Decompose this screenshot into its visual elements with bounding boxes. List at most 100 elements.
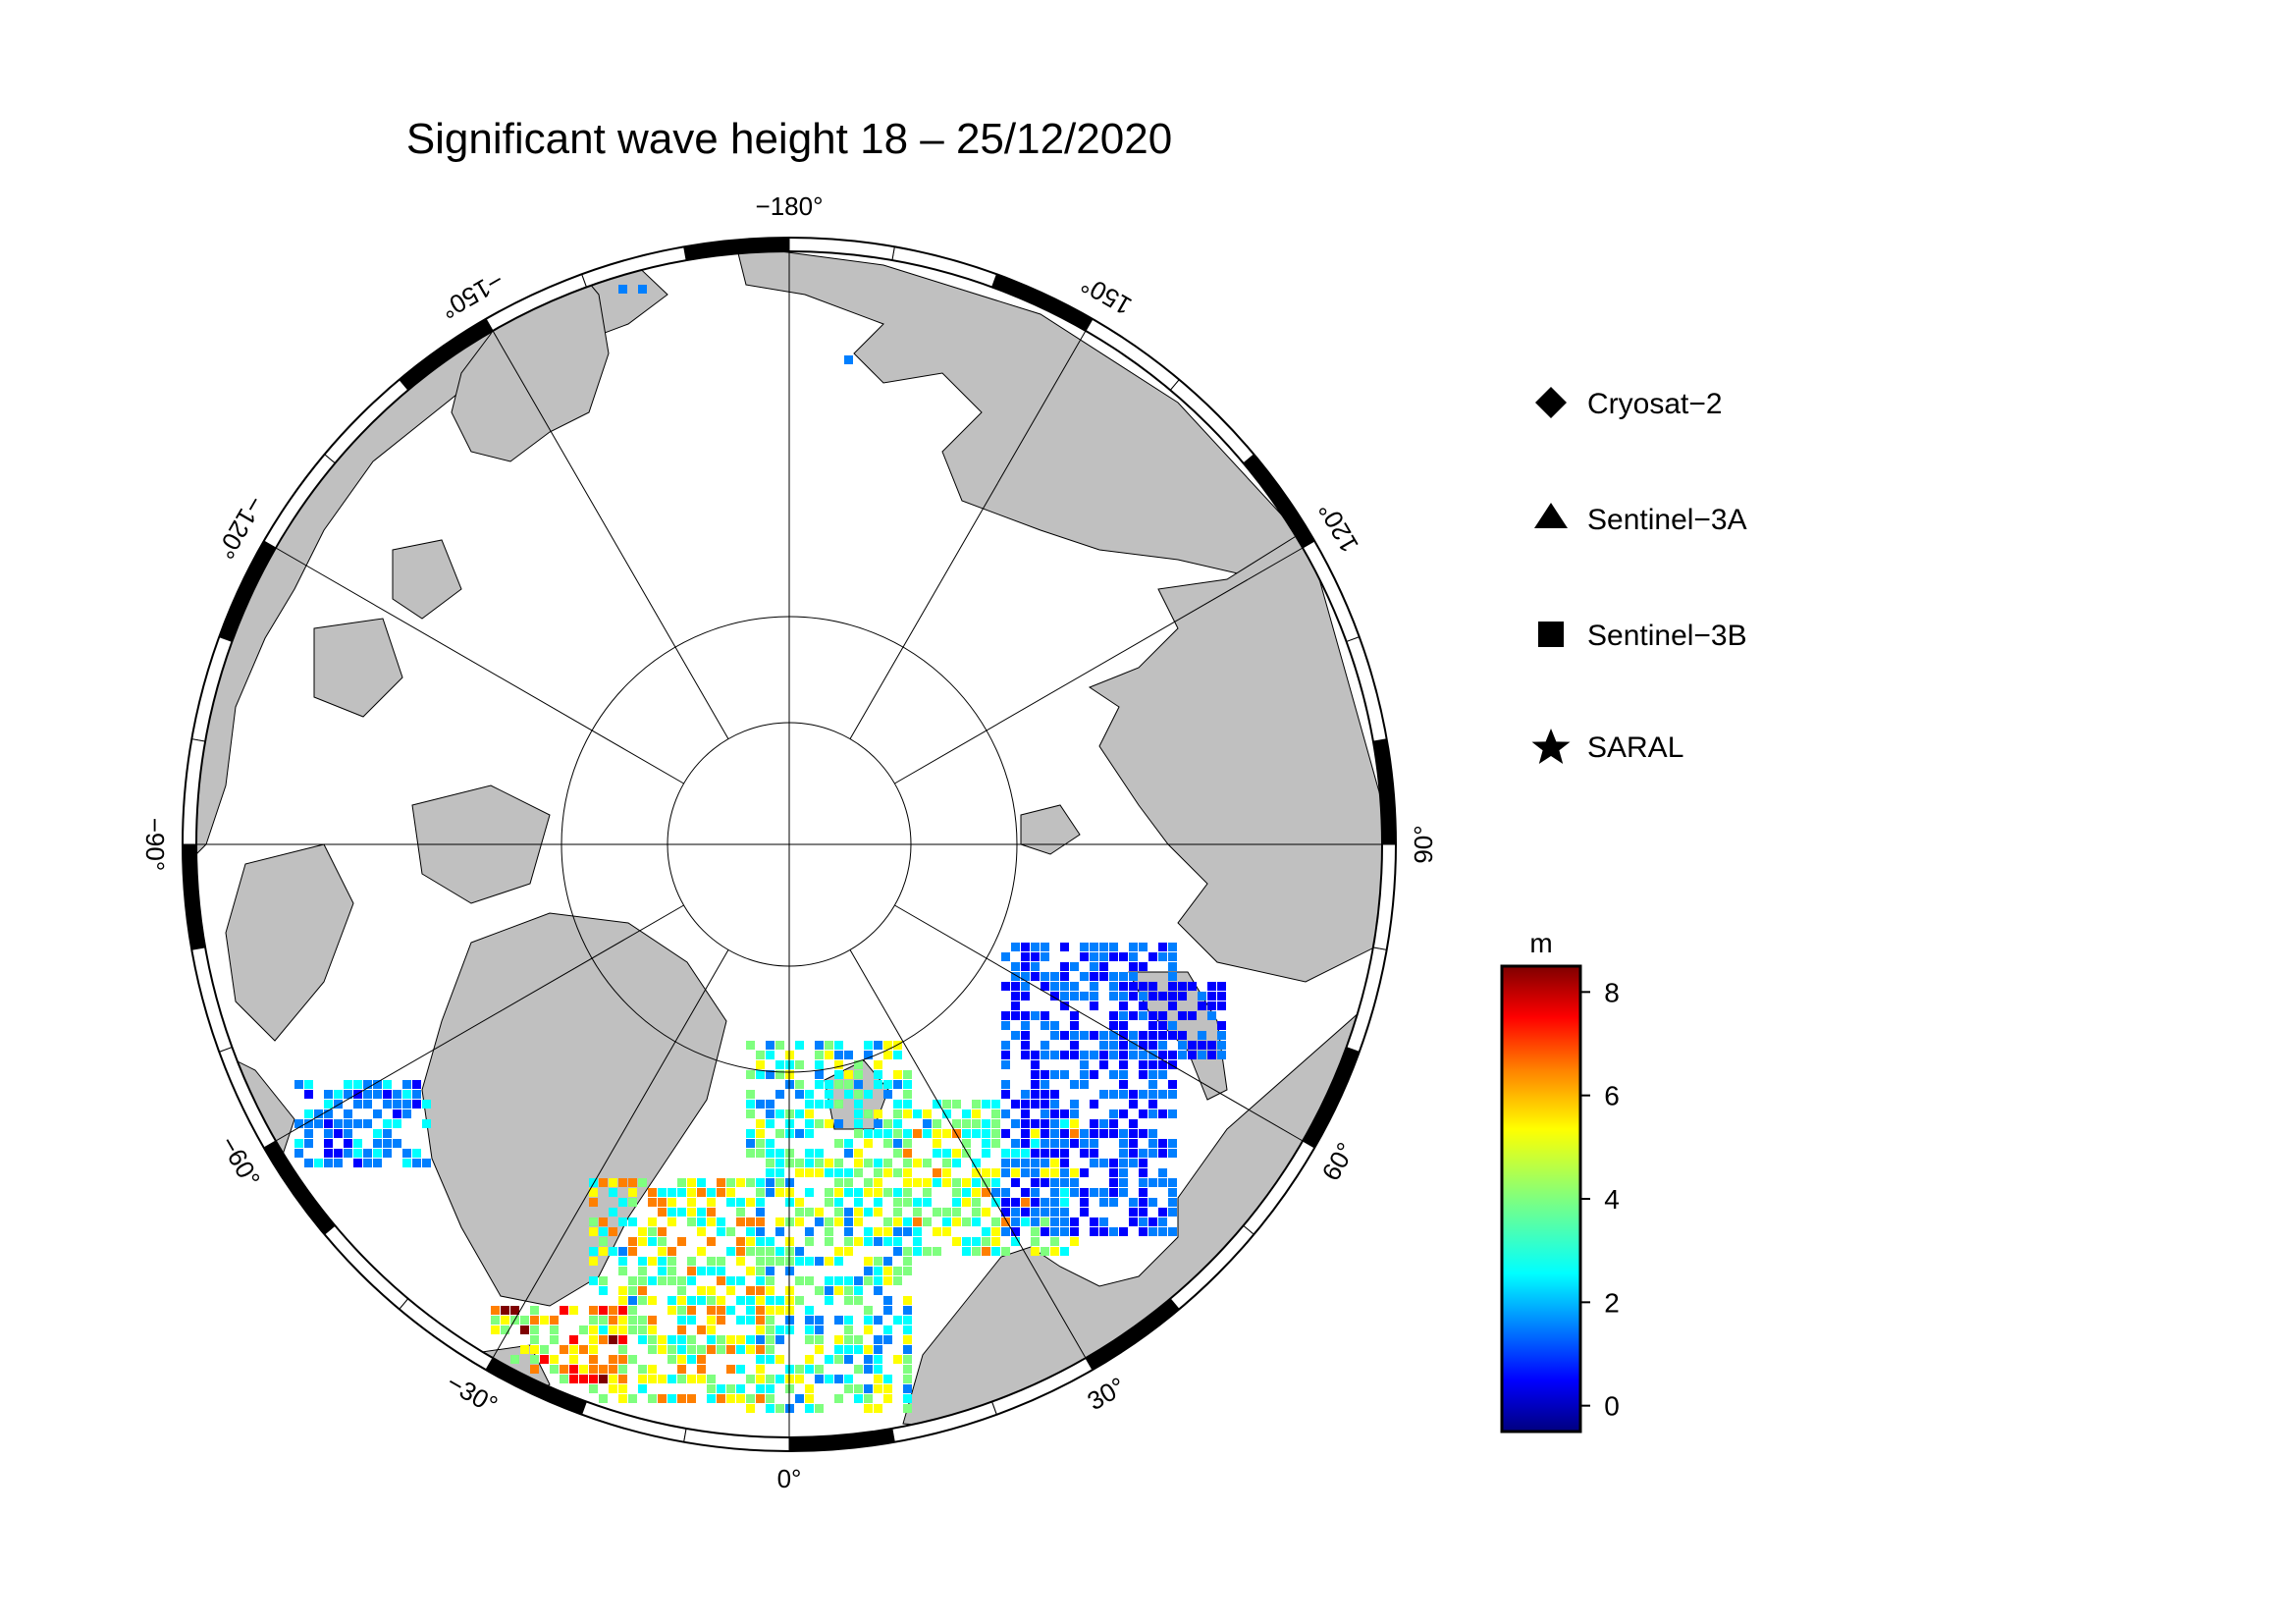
wave-observation bbox=[1188, 1011, 1197, 1020]
wave-observation bbox=[344, 1119, 352, 1128]
wave-observation bbox=[363, 1080, 372, 1089]
wave-observation bbox=[1139, 1188, 1148, 1197]
wave-observation bbox=[1011, 1168, 1020, 1177]
wave-observation bbox=[363, 1159, 372, 1167]
wave-observation bbox=[726, 1306, 735, 1315]
wave-observation bbox=[569, 1365, 578, 1374]
wave-observation bbox=[766, 1345, 774, 1354]
wave-observation bbox=[972, 1247, 981, 1256]
wave-observation bbox=[962, 1188, 971, 1197]
wave-observation bbox=[825, 1100, 833, 1109]
wave-observation bbox=[1139, 1168, 1148, 1177]
wave-observation bbox=[775, 1306, 784, 1315]
wave-observation bbox=[599, 1394, 608, 1403]
legend-label: SARAL bbox=[1587, 731, 1683, 764]
wave-observation bbox=[834, 1070, 843, 1079]
wave-observation bbox=[913, 1159, 922, 1167]
wave-observation bbox=[1050, 1090, 1059, 1099]
wave-observation bbox=[1099, 943, 1108, 951]
wave-observation bbox=[736, 1237, 745, 1246]
wave-observation bbox=[805, 1276, 814, 1285]
wave-observation bbox=[667, 1335, 676, 1344]
colorbar-tick-label: 0 bbox=[1604, 1391, 1620, 1422]
wave-observation bbox=[982, 1139, 990, 1148]
wave-observation bbox=[815, 1217, 824, 1226]
wave-observation bbox=[628, 1325, 637, 1334]
wave-observation bbox=[1168, 962, 1177, 971]
wave-observation bbox=[854, 1129, 863, 1138]
wave-observation bbox=[1031, 1090, 1040, 1099]
wave-observation bbox=[1001, 1159, 1010, 1167]
wave-observation bbox=[864, 1257, 873, 1266]
wave-observation bbox=[609, 1335, 617, 1344]
wave-observation bbox=[795, 1080, 804, 1089]
wave-observation bbox=[589, 1178, 598, 1187]
wave-observation bbox=[726, 1365, 735, 1374]
wave-observation bbox=[874, 1070, 882, 1079]
wave-observation bbox=[825, 1276, 833, 1285]
wave-observation bbox=[314, 1109, 323, 1118]
wave-observation bbox=[1011, 1119, 1020, 1128]
wave-observation bbox=[667, 1217, 676, 1226]
wave-observation bbox=[1001, 952, 1010, 961]
wave-observation bbox=[766, 1178, 774, 1187]
wave-observation bbox=[707, 1394, 716, 1403]
wave-observation bbox=[717, 1384, 725, 1393]
wave-observation bbox=[667, 1306, 676, 1315]
wave-observation bbox=[903, 1257, 912, 1266]
wave-observation bbox=[530, 1345, 539, 1354]
wave-observation bbox=[1168, 1227, 1177, 1236]
wave-observation bbox=[815, 1257, 824, 1266]
wave-observation bbox=[638, 1384, 647, 1393]
wave-observation bbox=[962, 1247, 971, 1256]
wave-observation bbox=[540, 1316, 549, 1325]
wave-observation bbox=[991, 1188, 1000, 1197]
wave-observation bbox=[746, 1070, 755, 1079]
wave-observation bbox=[805, 1316, 814, 1325]
wave-observation bbox=[697, 1178, 706, 1187]
wave-observation bbox=[913, 1227, 922, 1236]
wave-observation bbox=[1139, 962, 1148, 971]
wave-observation bbox=[746, 1345, 755, 1354]
wave-observation bbox=[1011, 962, 1020, 971]
wave-observation bbox=[618, 1306, 627, 1315]
wave-observation bbox=[854, 1119, 863, 1128]
wave-observation bbox=[775, 1296, 784, 1305]
wave-observation bbox=[923, 1159, 932, 1167]
wave-observation bbox=[530, 1325, 539, 1334]
wave-observation bbox=[648, 1296, 657, 1305]
wave-observation bbox=[883, 1325, 892, 1334]
wave-observation bbox=[1148, 1178, 1157, 1187]
wave-observation bbox=[805, 1188, 814, 1197]
wave-observation bbox=[373, 1109, 382, 1118]
wave-observation bbox=[766, 1188, 774, 1197]
wave-observation bbox=[609, 1306, 617, 1315]
wave-observation bbox=[658, 1198, 667, 1207]
wave-observation bbox=[825, 1159, 833, 1167]
wave-observation bbox=[697, 1325, 706, 1334]
wave-observation bbox=[874, 1178, 882, 1187]
wave-observation bbox=[854, 1060, 863, 1069]
wave-observation bbox=[864, 1404, 873, 1413]
wave-observation bbox=[1050, 1198, 1059, 1207]
wave-observation bbox=[618, 1247, 627, 1256]
wave-observation bbox=[834, 1355, 843, 1364]
wave-observation bbox=[874, 1060, 882, 1069]
wave-observation bbox=[766, 1316, 774, 1325]
wave-observation bbox=[1070, 982, 1079, 991]
diamond-icon bbox=[1535, 387, 1567, 418]
wave-observation bbox=[864, 1237, 873, 1246]
wave-observation bbox=[1198, 1051, 1206, 1059]
wave-observation bbox=[903, 1267, 912, 1275]
wave-observation bbox=[825, 1375, 833, 1383]
legend-label: Cryosat−2 bbox=[1587, 388, 1723, 420]
wave-observation bbox=[628, 1296, 637, 1305]
wave-observation bbox=[972, 1198, 981, 1207]
wave-observation bbox=[667, 1188, 676, 1197]
wave-observation bbox=[775, 1227, 784, 1236]
wave-observation bbox=[864, 1394, 873, 1403]
wave-observation bbox=[1011, 1011, 1020, 1020]
wave-observation bbox=[618, 1257, 627, 1266]
wave-observation bbox=[344, 1149, 352, 1158]
wave-observation bbox=[707, 1306, 716, 1315]
